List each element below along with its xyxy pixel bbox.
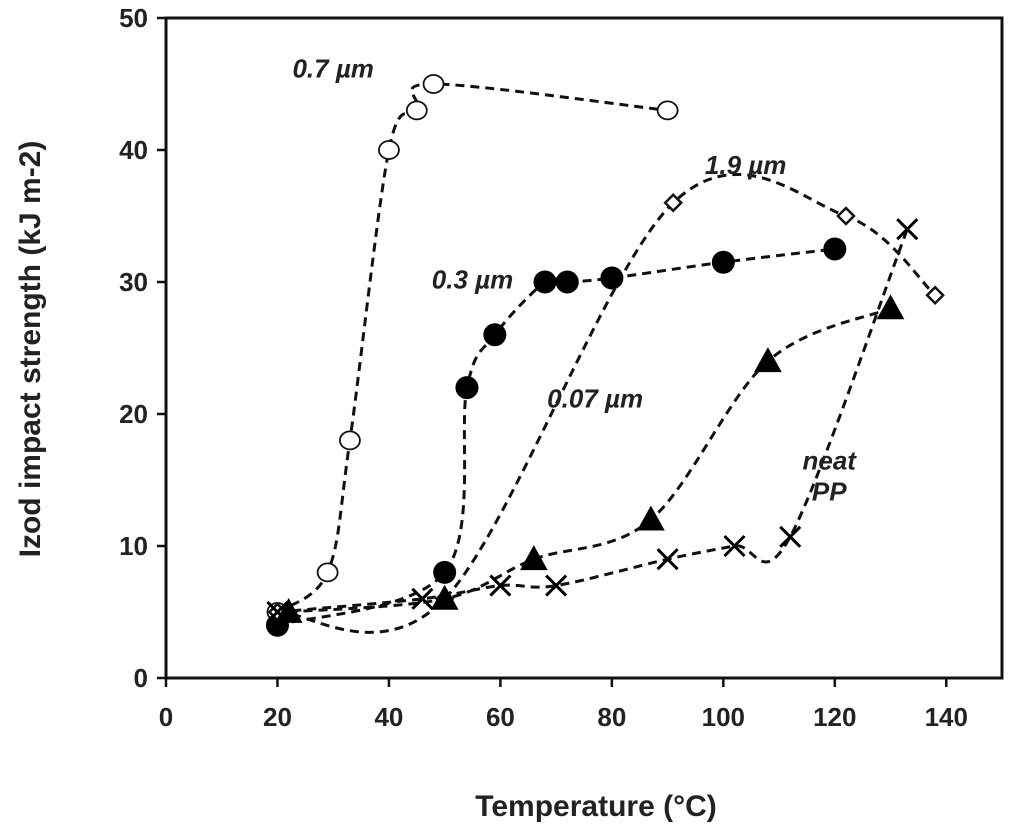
x-tick-label: 0 [159, 702, 173, 732]
plot-area [164, 16, 1004, 680]
data-point-neat-pp [411, 587, 434, 610]
data-point-0-7-m [316, 562, 339, 583]
data-point-0-3-m [555, 270, 579, 294]
series-label-0-3-m: 0.3 µm [432, 265, 513, 295]
data-point-1-9-m [836, 206, 856, 226]
data-point-neat-pp [896, 218, 919, 241]
data-point-neat-pp [266, 600, 289, 624]
x-tick-label: 120 [813, 702, 856, 732]
x-tick-label: 100 [702, 702, 745, 732]
data-point-0-3-m [711, 250, 735, 274]
y-tick-label: 40 [119, 135, 148, 165]
data-point-neat-pp [656, 548, 679, 571]
data-point-0-07-m [430, 584, 459, 610]
y-tick-label: 10 [119, 531, 148, 561]
data-point-0-3-m [823, 237, 847, 261]
data-point-neat-pp [545, 574, 568, 597]
data-point-0-3-m [600, 266, 624, 290]
x-tick-label: 20 [263, 702, 292, 732]
series-line-0-3-m [277, 247, 835, 627]
data-point-0-07-m [876, 294, 905, 320]
data-point-1-9-m [925, 285, 945, 305]
data-point-0-3-m [455, 376, 479, 400]
series-label-1-9-m: 1.9 µm [705, 150, 786, 180]
data-point-0-7-m [378, 140, 400, 160]
x-tick-label: 140 [925, 702, 968, 732]
y-axis-title: Izod impact strength (kJ m-2) [14, 141, 47, 558]
y-tick-label: 50 [119, 3, 148, 33]
data-point-0-07-m [519, 545, 548, 571]
data-point-0-3-m [433, 560, 457, 584]
data-point-0-07-m [754, 347, 782, 373]
data-point-0-7-m [422, 74, 445, 94]
data-point-neat-pp [489, 574, 512, 597]
data-point-neat-pp [779, 525, 802, 548]
data-point-0-3-m [483, 323, 507, 347]
data-point-1-9-m [663, 193, 683, 213]
data-point-0-7-m [656, 100, 679, 121]
data-point-neat-pp [723, 534, 746, 558]
y-tick-label: 30 [119, 267, 148, 297]
x-axis-title: Temperature (°C) [475, 790, 716, 823]
x-tick-label: 60 [486, 702, 515, 732]
series-label-0-07-m: 0.07 µm [547, 383, 643, 413]
x-tick-label: 80 [597, 702, 626, 732]
data-point-0-07-m [637, 505, 665, 531]
y-tick-label: 20 [119, 399, 148, 429]
series-label-neat-pp: neat PP [802, 445, 857, 506]
y-tick-label: 0 [134, 663, 148, 693]
series-line-neat-pp [277, 228, 909, 614]
x-tick-label: 40 [374, 702, 403, 732]
data-point-0-7-m [405, 100, 428, 121]
series-label-0-7-m: 0.7 µm [292, 53, 373, 83]
data-point-0-7-m [339, 430, 361, 451]
data-point-0-3-m [533, 270, 557, 294]
